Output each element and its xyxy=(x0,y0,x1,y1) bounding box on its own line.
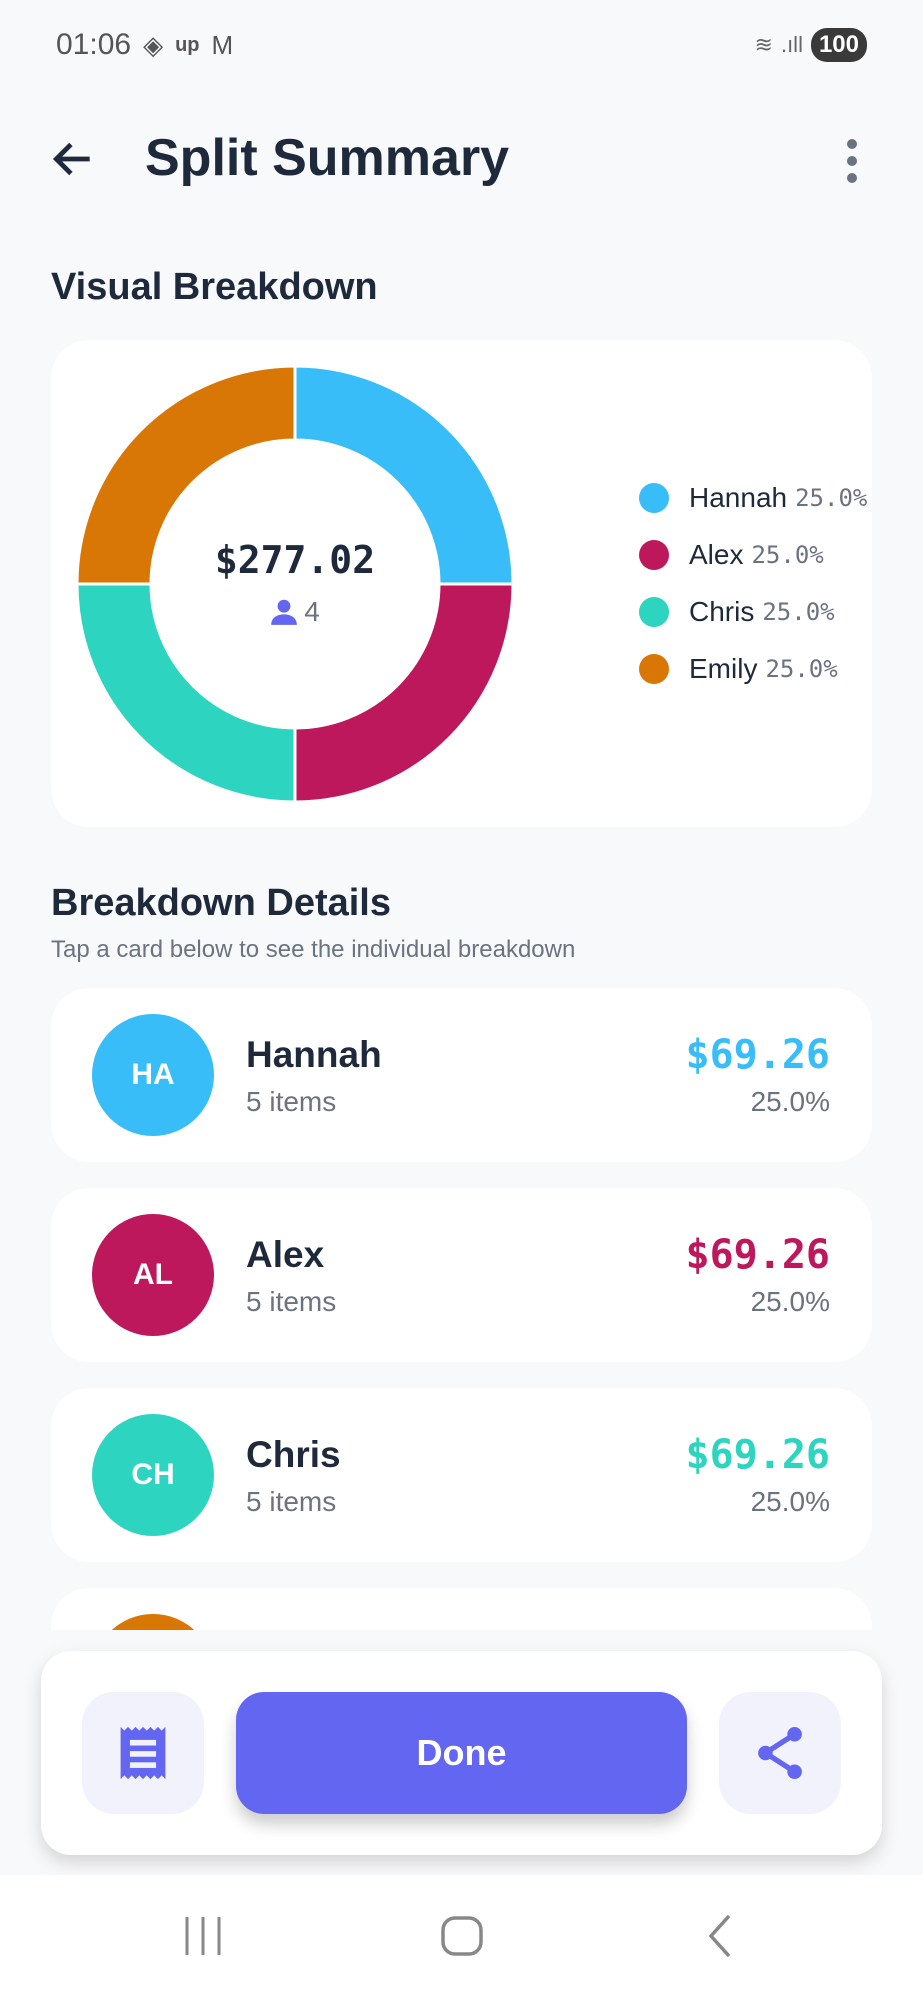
bottom-action-bar: Done xyxy=(41,1651,882,1855)
person-percent: 25.0% xyxy=(750,1286,830,1317)
visual-breakdown-heading: Visual Breakdown xyxy=(51,266,378,308)
legend-percent: 25.0% xyxy=(765,655,838,683)
person-card-emily[interactable]: EM Emily xyxy=(51,1588,872,1630)
recent-apps-icon[interactable] xyxy=(183,1915,223,1957)
total-amount: $277.02 xyxy=(214,538,376,582)
legend-percent: 25.0% xyxy=(751,541,824,569)
status-bar-left: 01:06 ◈ up M xyxy=(56,28,233,62)
legend-label: Alex xyxy=(689,539,744,570)
done-button[interactable]: Done xyxy=(236,1692,687,1814)
share-icon xyxy=(758,1726,802,1780)
legend-dot xyxy=(639,483,669,513)
person-card-alex[interactable]: AL Alex 5 items $69.26 25.0% xyxy=(51,1188,872,1362)
avatar: AL xyxy=(92,1214,214,1336)
breakdown-details-heading: Breakdown Details xyxy=(51,882,391,924)
battery-indicator: 100 xyxy=(810,28,867,62)
person-percent: 25.0% xyxy=(750,1486,830,1517)
more-options-button[interactable] xyxy=(842,138,862,189)
people-count: 4 xyxy=(304,596,320,627)
legend-item: Hannah 25.0% xyxy=(639,482,867,514)
donut-slice-emily xyxy=(75,364,297,586)
legend-percent: 25.0% xyxy=(795,484,868,512)
item-count: 5 items xyxy=(246,1286,337,1317)
donut-slice-hannah xyxy=(293,364,515,586)
person-amount: $69.26 xyxy=(685,1232,831,1278)
item-count: 5 items xyxy=(246,1486,337,1517)
share-button[interactable] xyxy=(719,1692,841,1814)
person-amount: $69.26 xyxy=(685,1032,831,1078)
avatar: HA xyxy=(92,1014,214,1136)
avatar: EM xyxy=(92,1614,214,1630)
more-vertical-icon xyxy=(847,139,857,183)
legend-item: Emily 25.0% xyxy=(639,653,838,685)
up-notification-icon: up xyxy=(175,33,200,56)
chart-card: $277.02 4 Hannah 25.0% Alex 25.0% Chris 25.0%… xyxy=(51,340,872,827)
back-nav-icon[interactable] xyxy=(705,1913,735,1959)
person-card-chris[interactable]: CH Chris 5 items $69.26 25.0% xyxy=(51,1388,872,1562)
donut-slice-alex xyxy=(293,582,515,804)
clock: 01:06 xyxy=(56,28,132,61)
item-count: 5 items xyxy=(246,1086,337,1117)
system-nav-bar xyxy=(0,1875,923,2000)
person-amount: $69.26 xyxy=(685,1432,831,1478)
legend-dot xyxy=(639,654,669,684)
status-bar-right: ≋ .ıll 100 xyxy=(755,28,867,62)
home-icon[interactable] xyxy=(440,1915,484,1957)
donut-chart xyxy=(75,364,515,804)
signal-icon: .ıll xyxy=(780,32,803,57)
legend-item: Alex 25.0% xyxy=(639,539,824,571)
legend-dot xyxy=(639,540,669,570)
gmail-icon: M xyxy=(211,29,234,60)
app-notification-icon: ◈ xyxy=(143,29,164,60)
legend-item: Chris 25.0% xyxy=(639,596,835,628)
legend-dot xyxy=(639,597,669,627)
person-card-list[interactable]: HA Hannah 5 items $69.26 25.0% AL Alex 5 … xyxy=(0,988,923,1630)
person-icon xyxy=(271,599,298,625)
person-name: Hannah xyxy=(246,1034,382,1075)
receipt-button[interactable] xyxy=(82,1692,204,1814)
legend-label: Chris xyxy=(689,596,755,627)
person-card-hannah[interactable]: HA Hannah 5 items $69.26 25.0% xyxy=(51,988,872,1162)
wifi-icon: ≋ xyxy=(754,32,773,57)
person-percent: 25.0% xyxy=(750,1086,830,1117)
person-name: Chris xyxy=(246,1434,341,1475)
avatar: CH xyxy=(92,1414,214,1536)
donut-slice-chris xyxy=(75,582,297,804)
legend-percent: 25.0% xyxy=(762,598,835,626)
legend-label: Hannah xyxy=(689,482,788,513)
breakdown-subtitle: Tap a card below to see the individual b… xyxy=(51,936,576,963)
arrow-left-icon xyxy=(52,142,90,176)
legend-label: Emily xyxy=(689,653,758,684)
person-name: Alex xyxy=(246,1234,325,1275)
receipt-icon xyxy=(120,1726,166,1780)
back-button[interactable] xyxy=(48,134,98,189)
page-title: Split Summary xyxy=(145,129,510,187)
